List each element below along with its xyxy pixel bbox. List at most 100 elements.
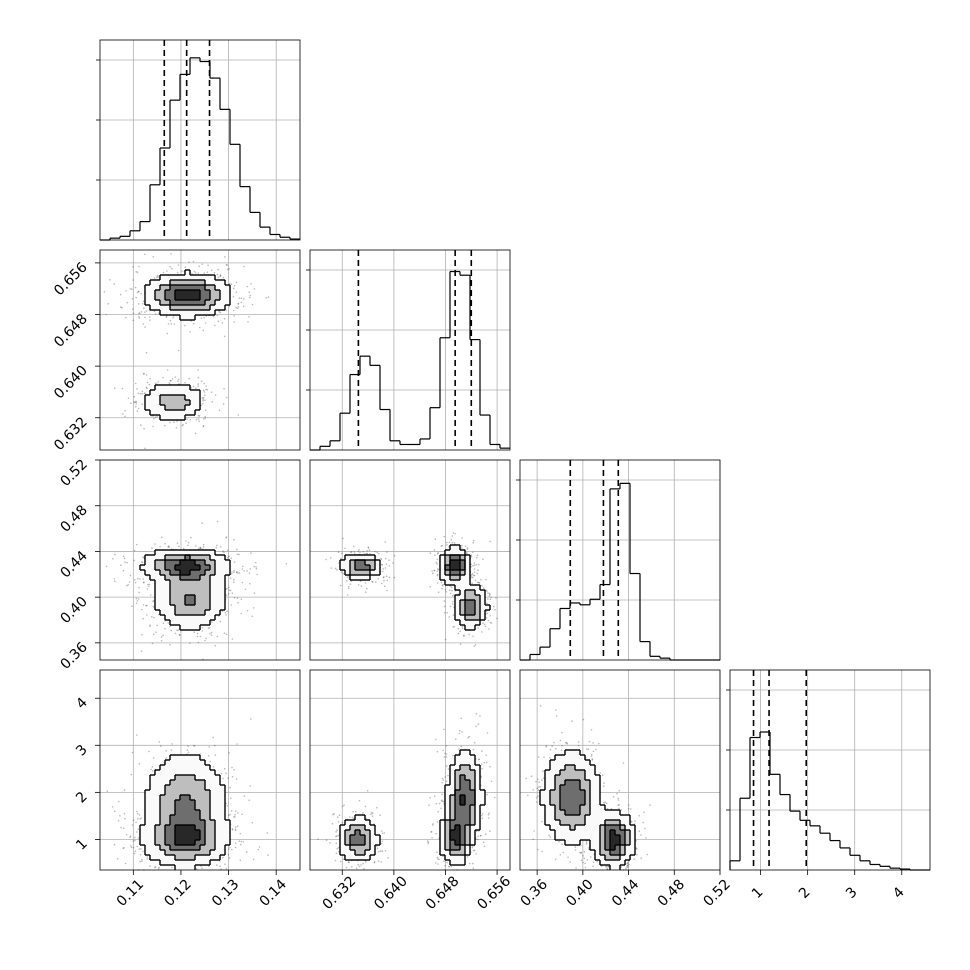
density-cell: [200, 565, 206, 571]
density-cell: [160, 775, 166, 781]
scatter-point: [446, 541, 448, 544]
density-cell: [170, 770, 176, 776]
density-cell: [180, 785, 186, 791]
density-cell: [180, 775, 186, 781]
scatter-point: [211, 401, 214, 403]
scatter-point: [485, 617, 488, 619]
density-cell: [180, 310, 186, 316]
scatter-point: [478, 582, 481, 584]
scatter-point: [388, 565, 391, 567]
scatter-point: [235, 306, 237, 309]
density-cell: [180, 405, 186, 411]
density-cell: [220, 300, 226, 306]
scatter-point: [215, 547, 218, 549]
histogram-panel-0: [96, 39, 301, 241]
scatter-point: [138, 317, 141, 319]
density-cell: [175, 310, 181, 316]
scatter-point: [140, 311, 143, 313]
scatter-point: [191, 272, 193, 275]
scatter-point: [236, 743, 238, 745]
scatter-point: [226, 549, 229, 551]
scatter-point: [372, 581, 374, 583]
scatter-point: [120, 306, 122, 308]
density-cell: [155, 400, 161, 406]
density-cell: [215, 590, 221, 596]
panel-frame: [519, 459, 721, 661]
density-cell: [155, 600, 161, 606]
scatter-point: [197, 369, 199, 371]
density-cell: [175, 760, 181, 766]
scatter-point: [171, 866, 173, 869]
density-cell: [195, 790, 201, 796]
density-cell: [185, 270, 191, 276]
scatter-point: [226, 556, 229, 559]
scatter-point: [136, 734, 138, 736]
density-cell: [165, 275, 171, 281]
density-cell: [190, 765, 196, 771]
scatter-point: [226, 587, 228, 590]
density-cell: [165, 390, 171, 396]
density-cell: [170, 615, 176, 621]
scatter-point: [192, 260, 195, 263]
density-cell: [165, 785, 171, 791]
scatter-point: [232, 287, 235, 290]
scatter-point: [170, 253, 172, 255]
density-cell: [160, 415, 166, 421]
density-cell: [215, 600, 221, 606]
density-cell: [150, 395, 156, 401]
density-cell: [200, 790, 206, 796]
scatter-point: [225, 263, 228, 266]
density-cell: [165, 415, 171, 421]
scatter-point: [244, 588, 247, 591]
scatter-point: [238, 840, 241, 842]
scatter-point: [198, 420, 200, 423]
scatter-point: [202, 329, 205, 332]
density-cell: [190, 760, 196, 766]
scatter-point: [352, 545, 355, 548]
scatter-point: [165, 750, 167, 752]
density-cell: [185, 300, 191, 306]
density-cell: [175, 765, 181, 771]
scatter-point: [127, 397, 130, 400]
scatter-point: [140, 650, 143, 652]
scatter-point: [142, 373, 145, 375]
scatter-point: [461, 627, 464, 630]
density-cell: [205, 290, 211, 296]
scatter-point: [145, 310, 148, 312]
scatter-point: [135, 602, 138, 605]
scatter-point: [202, 546, 205, 548]
scatter-point: [344, 547, 346, 550]
scatter-point: [119, 815, 121, 817]
density-cell: [165, 280, 171, 286]
scatter-point: [143, 372, 145, 375]
density-cell: [165, 385, 171, 391]
density-cell: [195, 570, 201, 576]
density-cell: [180, 605, 186, 611]
density-cell: [200, 605, 206, 611]
density-cell: [220, 570, 226, 576]
scatter-point: [208, 746, 210, 748]
scatter-point: [142, 578, 144, 580]
scatter-point: [185, 540, 187, 542]
scatter-point: [228, 857, 231, 859]
scatter-point: [237, 601, 239, 604]
scatter-point: [472, 541, 475, 544]
scatter-point: [136, 845, 138, 848]
scatter-point: [336, 569, 338, 571]
scatter-point: [210, 634, 213, 637]
scatter-point: [112, 558, 114, 560]
scatter-point: [171, 378, 174, 380]
density-cell: [175, 400, 181, 406]
density-cell: [170, 300, 176, 306]
density-cell: [170, 765, 176, 771]
density-cell: [170, 295, 176, 301]
density-cell: [180, 385, 186, 391]
scatter-point: [149, 594, 152, 596]
scatter-point: [346, 594, 349, 596]
scatter-point: [429, 552, 432, 554]
scatter-point: [123, 789, 126, 791]
scatter-point: [231, 592, 234, 594]
scatter-point: [253, 565, 256, 568]
scatter-point: [473, 645, 476, 648]
density-cell: [465, 590, 471, 596]
